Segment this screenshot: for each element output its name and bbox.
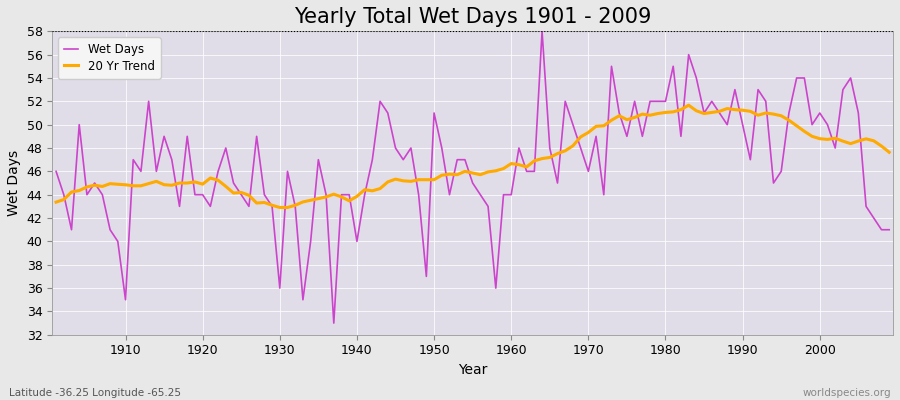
Wet Days bbox=[536, 29, 547, 34]
Wet Days bbox=[328, 321, 339, 326]
Title: Yearly Total Wet Days 1901 - 2009: Yearly Total Wet Days 1901 - 2009 bbox=[294, 7, 652, 27]
Legend: Wet Days, 20 Yr Trend: Wet Days, 20 Yr Trend bbox=[58, 37, 160, 78]
Wet Days bbox=[112, 239, 123, 244]
Line: Wet Days: Wet Days bbox=[56, 31, 889, 323]
Wet Days bbox=[506, 192, 517, 197]
20 Yr Trend bbox=[506, 161, 517, 166]
Wet Days bbox=[336, 192, 346, 197]
20 Yr Trend bbox=[290, 203, 301, 208]
X-axis label: Year: Year bbox=[458, 363, 487, 377]
20 Yr Trend bbox=[274, 205, 285, 210]
Wet Days bbox=[614, 110, 625, 115]
20 Yr Trend bbox=[514, 162, 525, 167]
Line: 20 Yr Trend: 20 Yr Trend bbox=[56, 105, 889, 208]
20 Yr Trend bbox=[606, 118, 616, 123]
Wet Days bbox=[50, 169, 61, 174]
Wet Days bbox=[282, 169, 292, 174]
20 Yr Trend bbox=[884, 150, 895, 155]
Wet Days bbox=[884, 227, 895, 232]
20 Yr Trend bbox=[50, 200, 61, 204]
Y-axis label: Wet Days: Wet Days bbox=[7, 150, 21, 216]
Text: Latitude -36.25 Longitude -65.25: Latitude -36.25 Longitude -65.25 bbox=[9, 388, 181, 398]
Wet Days bbox=[514, 146, 525, 150]
20 Yr Trend bbox=[683, 103, 694, 108]
20 Yr Trend bbox=[336, 194, 346, 199]
20 Yr Trend bbox=[112, 182, 123, 187]
Text: worldspecies.org: worldspecies.org bbox=[803, 388, 891, 398]
